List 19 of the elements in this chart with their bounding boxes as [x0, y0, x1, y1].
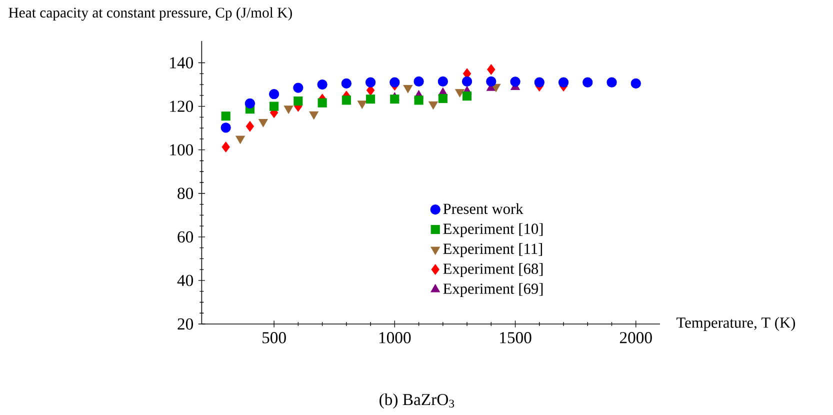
y-axis-title: Heat capacity at constant pressure, Cp (J/mol K) [8, 7, 292, 21]
y-tick-label: 60 [178, 231, 194, 243]
x-tick-label: 2000 [620, 332, 652, 344]
y-tick-label: 100 [170, 144, 194, 156]
legend-label: Experiment [10] [443, 223, 543, 238]
x-axis-title: Temperature, T (K) [676, 317, 796, 331]
y-tick-label: 120 [170, 100, 194, 112]
x-tick-label: 1000 [379, 332, 411, 344]
legend-label: Present work [443, 203, 524, 214]
text: (b) BaZrO$_{3}$ [380, 393, 454, 409]
y-tick-label: 140 [170, 57, 194, 68]
x-tick-label: 500 [262, 332, 286, 344]
legend-label: Experiment [11] [443, 243, 542, 258]
y-tick-label: 40 [177, 274, 194, 286]
y-tick-label: 20 [178, 318, 194, 330]
y-tick-label: 80 [178, 188, 194, 200]
legend-label: Experiment [68] [443, 263, 543, 278]
x-tick-label: 1500 [500, 332, 532, 344]
legend-label: Experiment [69] [443, 283, 543, 298]
